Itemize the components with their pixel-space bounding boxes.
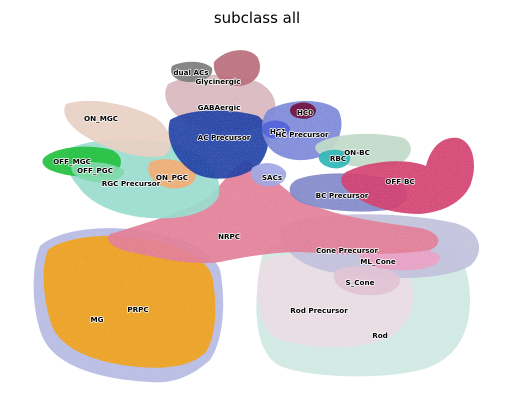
label-hc-precursor: HC Precursor — [275, 130, 329, 139]
label-off-bc: OFF-BC — [385, 177, 414, 186]
label-ac-precursor: AC Precursor — [198, 133, 251, 142]
label-ml-cone: ML_Cone — [360, 257, 396, 266]
label-prpc: PRPC — [127, 305, 148, 314]
chart-title: subclass all — [214, 9, 300, 27]
label-rod: Rod — [372, 331, 388, 340]
label-hc1: HC1 — [270, 127, 286, 136]
label-cone-precursor: Cone Precursor — [316, 246, 379, 255]
label-gabaergic: GABAergic — [198, 103, 241, 112]
label-dual-acs: dual ACs — [173, 68, 208, 77]
label-rbc: RBC — [330, 154, 346, 163]
label-on-mgc: ON_MGC — [84, 114, 118, 123]
label-s-cone: S_Cone — [346, 278, 375, 287]
scatter-texture — [30, 40, 490, 390]
label-off-mgc: OFF_MGC — [53, 157, 91, 166]
label-glycinergic: Glycinergic — [195, 77, 240, 86]
cluster-labels: dual ACs Glycinergic GABAergic AC Precur… — [52, 67, 415, 340]
label-mg: MG — [90, 315, 103, 324]
label-hc0: HC0 — [297, 108, 313, 117]
label-on-pgc: ON_PGC — [156, 173, 188, 182]
label-sacs: SACs — [262, 173, 282, 182]
label-on-bc: ON-BC — [344, 148, 370, 157]
label-rod-precursor: Rod Precursor — [290, 306, 348, 315]
label-rgc-precursor: RGC Precursor — [102, 179, 161, 188]
label-bc-precursor: BC Precursor — [316, 191, 369, 200]
label-nrpc: NRPC — [218, 232, 240, 241]
label-off-pgc: OFF_PGC — [77, 166, 113, 175]
